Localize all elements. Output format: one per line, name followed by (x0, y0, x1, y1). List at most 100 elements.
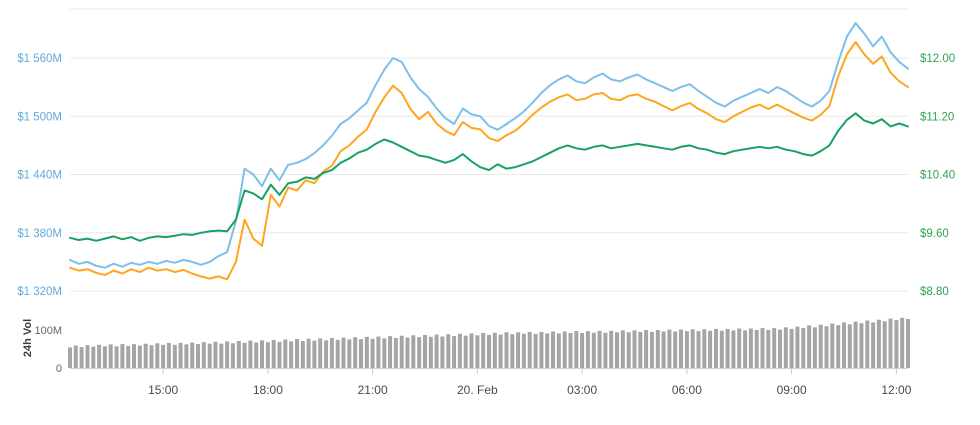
volume-bar (225, 341, 230, 368)
volume-bar (475, 335, 480, 368)
volume-bar (574, 331, 579, 368)
volume-bar (632, 330, 637, 368)
volume-bar (492, 332, 497, 368)
volume-bar (469, 333, 474, 368)
volume-bar (184, 344, 189, 368)
volume-bar (708, 330, 713, 368)
volume-bar (585, 331, 590, 368)
volume-bar (690, 329, 695, 368)
volume-bar (580, 333, 585, 368)
volume-bar (748, 328, 753, 368)
x-axis-label: 09:00 (777, 383, 807, 397)
volume-bar (807, 325, 812, 368)
volume-bar (783, 327, 788, 368)
left-axis-label: $1 440M (17, 170, 62, 182)
volume-bar (463, 335, 468, 368)
volume-bar (166, 342, 171, 368)
left-axis-label: $1 560M (17, 53, 62, 65)
x-axis-label: 21:00 (358, 383, 388, 397)
volume-bar (102, 346, 107, 368)
volume-bar (312, 340, 317, 368)
volume-bar (836, 325, 841, 368)
volume-bar (300, 341, 305, 368)
volume-bar (615, 332, 619, 368)
volume-bar (242, 342, 247, 368)
right-axis-label: $12.00 (920, 53, 955, 65)
volume-bar (230, 343, 235, 368)
volume-bar (405, 337, 410, 368)
volume-bar (329, 338, 334, 368)
blue-series-line[interactable] (69, 22, 909, 269)
volume-bar (714, 328, 718, 368)
volume-bar (539, 331, 544, 368)
volume-bar (591, 332, 596, 368)
volume-bar (446, 334, 451, 368)
volume-bar (260, 340, 264, 368)
volume-bar (120, 344, 125, 368)
volume-bar (277, 341, 282, 368)
volume-bar (364, 336, 369, 368)
volume-bar (137, 345, 142, 368)
volume-bar (609, 330, 614, 368)
volume-bar (283, 339, 288, 368)
volume-bar (341, 337, 346, 368)
right-axis-label: $9.60 (920, 228, 949, 240)
volume-bar (830, 323, 835, 368)
volume-bar (719, 330, 724, 368)
volume-bar (702, 329, 707, 368)
volume-bar (778, 329, 782, 368)
green-series-line[interactable] (69, 112, 909, 242)
volume-bar (318, 338, 323, 368)
volume-bar (871, 322, 876, 368)
volume-bar (882, 321, 887, 368)
volume-bar (487, 334, 491, 368)
volume-bar (149, 345, 154, 368)
volume-bar (894, 320, 899, 368)
x-axis-label: 15:00 (148, 383, 178, 397)
volume-bar (818, 324, 823, 368)
volume-bar (155, 343, 160, 368)
volume-bar (324, 340, 329, 368)
volume-bar (295, 339, 299, 368)
x-axis-label: 03:00 (567, 383, 597, 397)
volume-bar (457, 333, 462, 368)
volume-bar (743, 330, 748, 368)
volume-bar (236, 341, 241, 368)
volume-bar (91, 346, 96, 368)
volume-bar (481, 333, 486, 368)
volume-bar (603, 332, 608, 368)
volume-bar (684, 331, 689, 368)
volume-bar (335, 339, 340, 368)
x-axis-label: 12:00 (881, 383, 911, 397)
volume-bar (388, 336, 393, 368)
volume-bar (108, 344, 113, 368)
volume-bar (824, 326, 829, 368)
volume-bar (801, 328, 806, 368)
volume-bar (737, 328, 742, 368)
left-axis-label: $1 320M (17, 286, 62, 298)
volume-bar (527, 331, 532, 368)
x-axis-label: 20. Feb (457, 383, 498, 397)
volume-bar (510, 334, 515, 368)
volume-bar (772, 328, 777, 368)
volume-bar (597, 330, 602, 368)
volume-bar (423, 334, 427, 368)
volume-bar (795, 326, 800, 368)
volume-bar (196, 344, 200, 368)
volume-bar (376, 336, 381, 368)
left-axis-label: $1 500M (17, 111, 62, 123)
volume-bar (434, 334, 439, 368)
volume-bar (347, 339, 352, 368)
volume-bar (521, 333, 526, 368)
orange-series-line[interactable] (69, 41, 909, 281)
volume-bar (213, 341, 218, 368)
volume-bar (393, 338, 398, 368)
volume-bar (638, 331, 643, 368)
volume-bar (353, 337, 358, 368)
volume-bar (847, 324, 852, 368)
volume-bar (219, 343, 224, 368)
volume-bar (620, 330, 625, 368)
volume-bar (178, 342, 183, 368)
